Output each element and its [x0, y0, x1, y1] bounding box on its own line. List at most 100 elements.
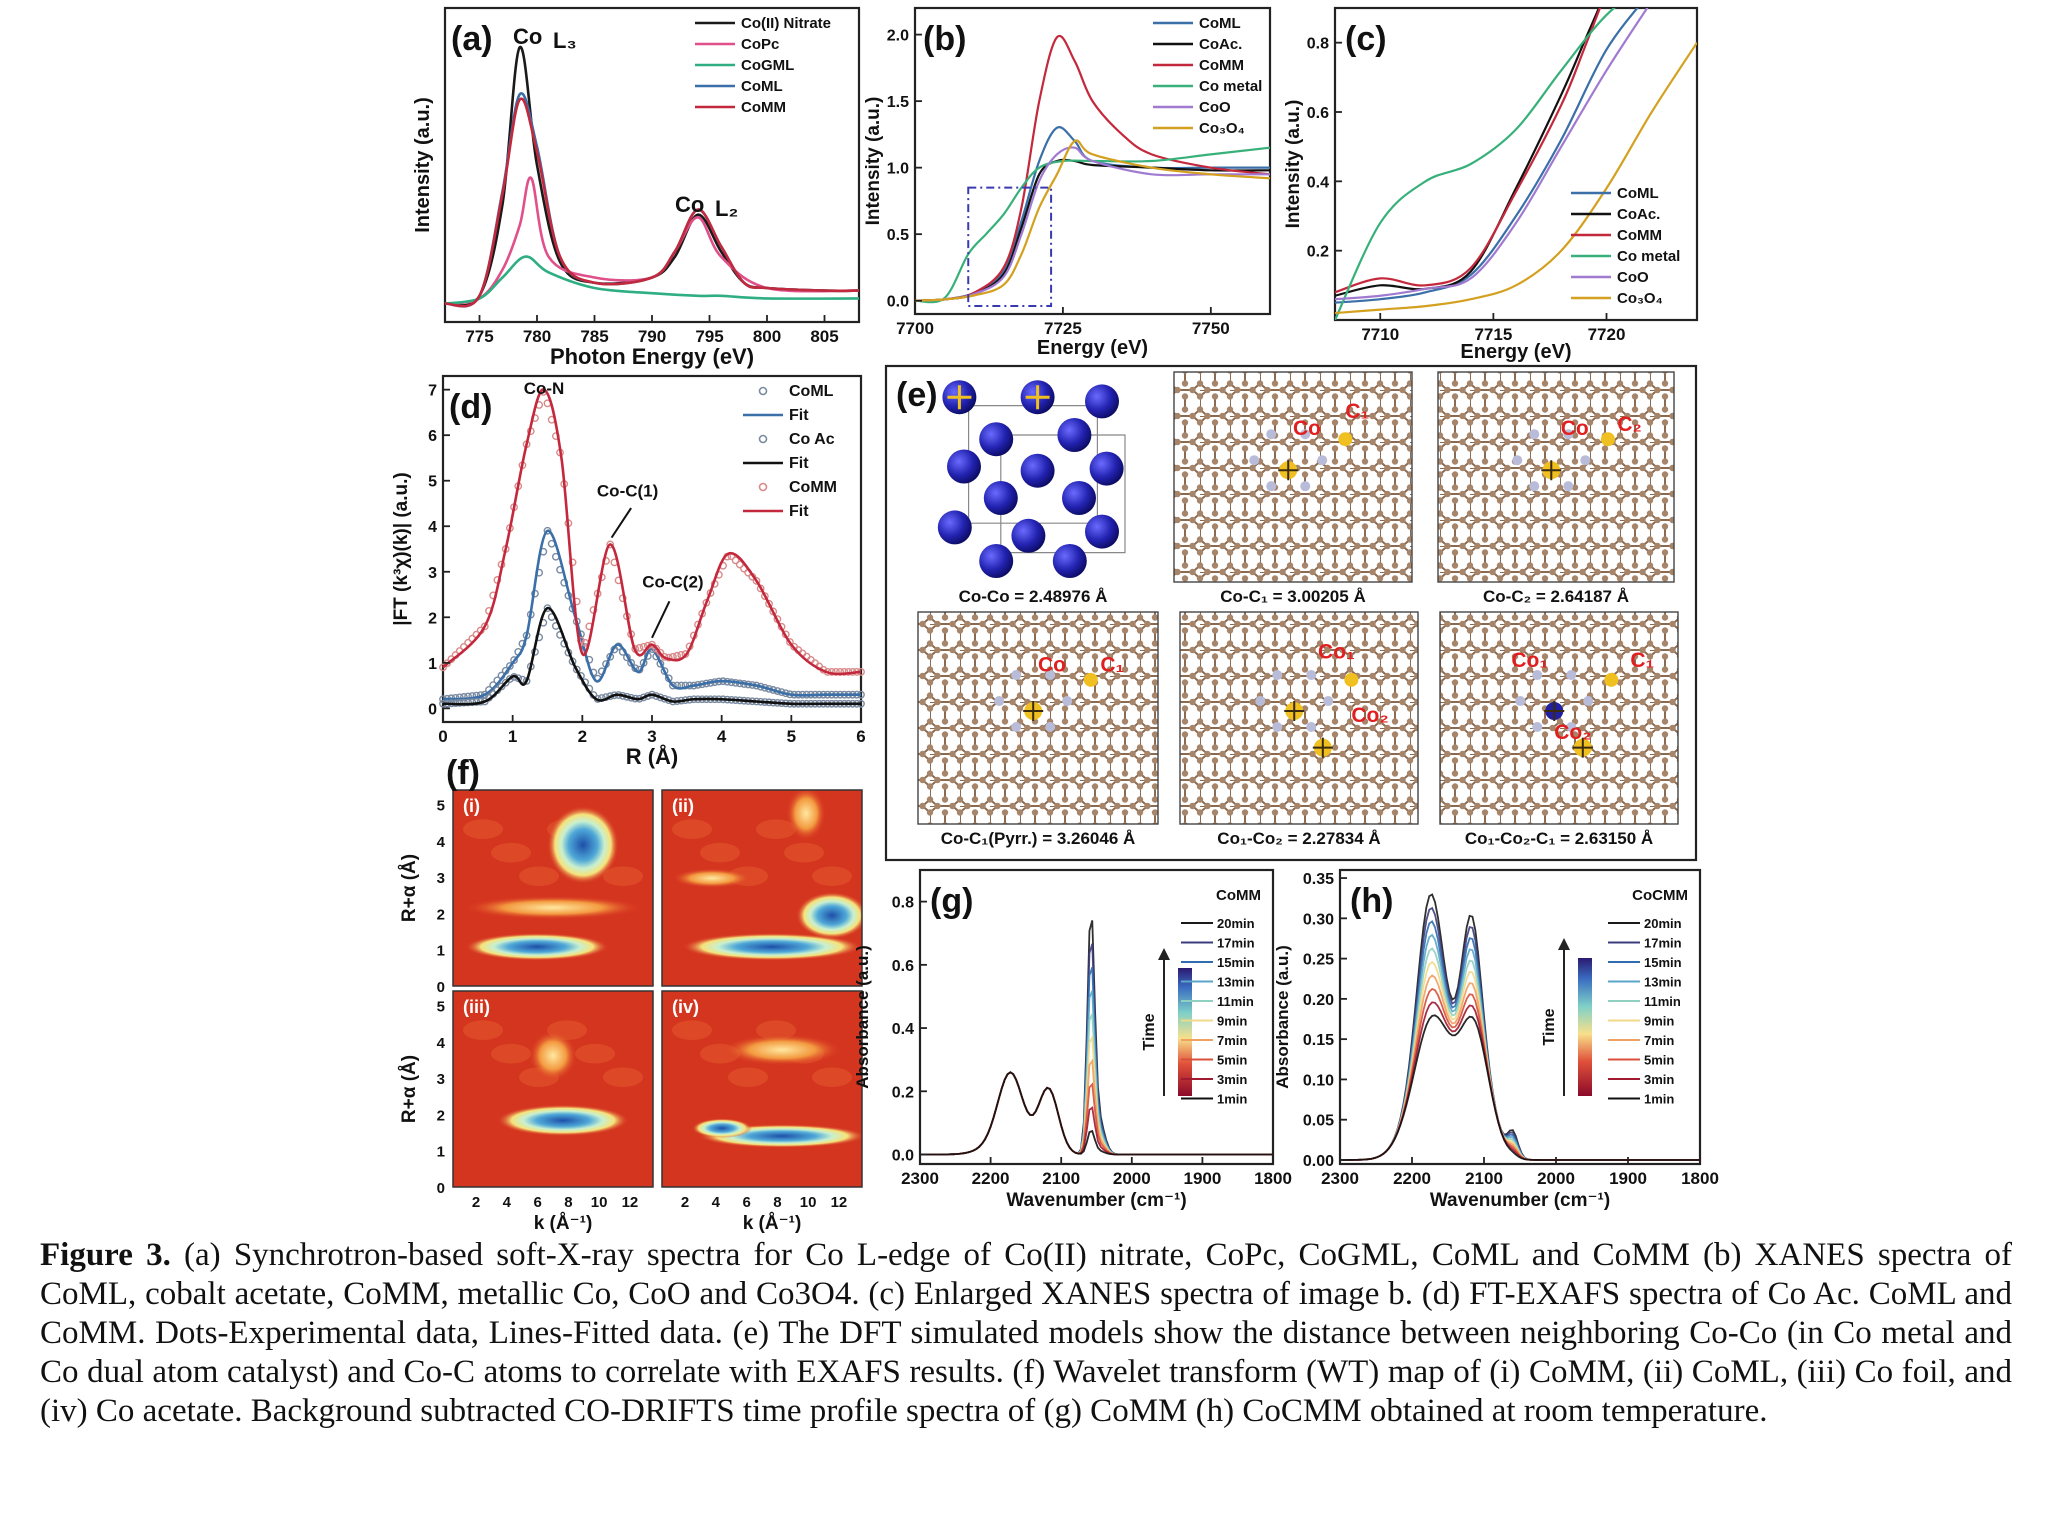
panel-a-legend-entry: CoML	[741, 78, 783, 95]
panel-d-data-point	[669, 681, 677, 690]
y-tick-label: 0.25	[1303, 952, 1334, 969]
y-tick-label: 0.2	[1307, 244, 1329, 261]
panel-f-texture	[491, 842, 531, 863]
panel-e-atom-label: C₁	[1630, 649, 1654, 672]
panel-e-distance-caption: Co-Co = 2.48976 Å	[959, 587, 1108, 606]
y-tick-label: 0.6	[892, 958, 914, 975]
panel-c-series-group	[1335, 8, 1697, 320]
x-tick-label: 2100	[1465, 1169, 1503, 1188]
panel-f-ylabel: R+α (Å)	[399, 854, 420, 922]
panel-d-legend-entry: Fit	[789, 503, 809, 520]
panel-f-texture	[463, 819, 503, 839]
panel-c-xlabel: Energy (eV)	[1460, 341, 1571, 363]
panel-h-legend-entry: 13min	[1644, 975, 1682, 990]
panel-f-map-1	[672, 790, 862, 961]
x-tick-label: 2000	[1537, 1169, 1575, 1188]
panel-e-co-atom	[947, 449, 981, 484]
panel-h-time-arrowhead	[1558, 938, 1570, 950]
panel-e-co-atom	[1011, 518, 1046, 553]
panel-a-series-CoGML	[444, 255, 860, 305]
panel-e-co-atom	[1052, 544, 1087, 578]
panel-e-marker	[947, 385, 972, 410]
panel-d-annotation: Co-N	[524, 379, 565, 398]
y-tick-label: 0.2	[892, 1084, 914, 1101]
panel-c-series-CoML	[1335, 8, 1639, 304]
panel-e-marker	[1278, 460, 1299, 481]
x-tick-label: 1	[508, 727, 517, 746]
panel-e-n-atom	[1583, 696, 1594, 707]
panel-f-x-tick-label: 8	[564, 1194, 572, 1211]
panel-f-contour	[529, 1030, 577, 1082]
x-tick-label: 2300	[1321, 1169, 1359, 1188]
panel-h-colorbar-label: Time	[1541, 1008, 1558, 1045]
panel-e-n-atom	[1563, 481, 1574, 492]
panel-d-data-point	[635, 643, 644, 652]
panel-f-texture	[784, 842, 824, 863]
legend-marker	[758, 482, 768, 492]
panel-d-label: (d)	[449, 388, 492, 426]
panel-f-contour	[682, 933, 862, 961]
y-tick-label: 6	[428, 428, 437, 445]
x-tick-label: 800	[753, 327, 781, 346]
y-tick-label: 7	[428, 383, 437, 400]
panel-f-xlabel: k (Å⁻¹)	[534, 1213, 593, 1234]
panel-b-legend-entry: CoMM	[1199, 57, 1244, 74]
panel-d-data-point	[455, 693, 464, 702]
panel-b-legend-entry: Co₃O₄	[1199, 120, 1245, 137]
panel-e-co-atom	[983, 481, 1018, 515]
panel-d-legend-entry: CoML	[789, 383, 834, 400]
panel-h-label: (h)	[1350, 882, 1393, 920]
panel-e-label: (e)	[896, 376, 938, 414]
y-tick-label: 0.20	[1303, 992, 1334, 1009]
panel-b-series-Co3O4	[914, 139, 1271, 302]
panel-a-series-CoMM	[444, 97, 860, 308]
panel-e-marker	[1284, 701, 1305, 722]
panel-h-legend-entry: 17min	[1644, 936, 1682, 951]
y-tick-label: 0.05	[1303, 1113, 1334, 1130]
panel-h-colorbar	[1578, 958, 1592, 1096]
panel-d-data-point	[459, 698, 468, 707]
panel-g-xlabel: Wavenumber (cm⁻¹)	[1006, 1190, 1186, 1211]
panel-f-frame	[452, 789, 654, 987]
panel-a-annotation-L3: Co	[513, 24, 542, 49]
panel-g-legend-entry: 5min	[1217, 1053, 1247, 1068]
panel-e-n-atom	[1272, 722, 1283, 733]
panel-f-subpanel-label: (ii)	[672, 796, 694, 816]
panel-e-atom-label: Co	[1293, 417, 1321, 440]
panel-f-contour	[465, 933, 609, 961]
y-tick-label: 2	[428, 610, 437, 627]
panel-d-annotation: Co-C(2)	[642, 573, 703, 592]
panel-f-texture	[812, 1067, 852, 1088]
y-tick-label: 0.6	[1307, 105, 1329, 122]
panel-f-map-background	[662, 991, 862, 1187]
panel-d-ylabel: |FT (k³χ)(k)| (a.u.)	[391, 472, 412, 626]
panel-f-texture	[672, 819, 712, 839]
panel-f-contour	[722, 1034, 842, 1066]
panel-d-data-point	[627, 658, 635, 667]
x-tick-label: 790	[638, 327, 666, 346]
panel-d-annotation: Co-C(1)	[597, 482, 658, 501]
y-tick-label: 5	[428, 474, 437, 491]
panel-f-x-tick-label: 10	[591, 1194, 608, 1211]
panel-f-texture	[603, 866, 643, 887]
x-tick-label: 5	[787, 727, 796, 746]
panel-b-label: (b)	[923, 20, 966, 58]
panel-c-legend-entry: Co₃O₄	[1617, 290, 1663, 307]
x-tick-label: 7710	[1361, 325, 1399, 344]
panel-e-atom-label: Co₁	[1511, 649, 1548, 672]
x-tick-label: 2200	[972, 1169, 1010, 1188]
panel-e-marker	[1025, 385, 1050, 410]
panel-d-data-point	[752, 576, 761, 585]
panel-e-atom-label: Co	[1038, 653, 1066, 676]
panel-a-legend-entry: CoGML	[741, 57, 794, 74]
panel-g-colorbar	[1178, 968, 1192, 1096]
panel-e-n-atom	[1249, 455, 1260, 466]
x-tick-label: 775	[465, 327, 493, 346]
x-tick-label: 785	[580, 327, 608, 346]
panel-a-annotation-L2: Co	[675, 192, 704, 217]
panel-d-data-point	[459, 693, 468, 701]
x-tick-label: 1800	[1254, 1169, 1292, 1188]
panel-h-legend-entry: 3min	[1644, 1072, 1674, 1087]
panel-d-data-point	[765, 599, 773, 608]
